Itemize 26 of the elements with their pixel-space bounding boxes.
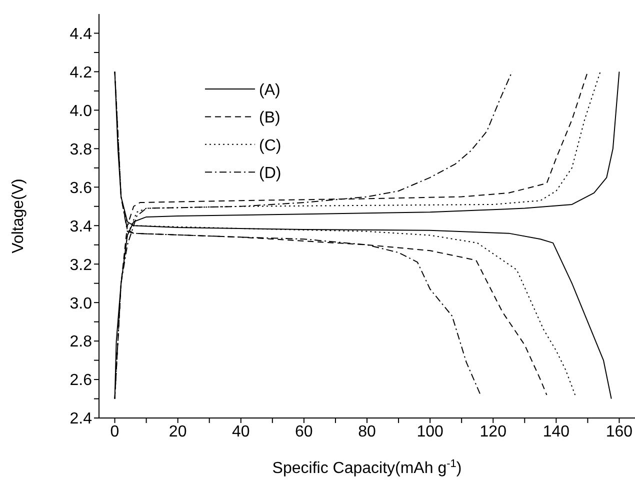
x-tick-label: 0 xyxy=(110,423,120,440)
y-tick-label: 3.6 xyxy=(70,180,92,197)
x-tick-label: 40 xyxy=(232,423,250,440)
y-axis-title: Voltage(V) xyxy=(10,178,27,254)
y-tick-label: 3.0 xyxy=(70,295,92,312)
y-tick-label: 2.8 xyxy=(70,334,92,351)
y-tick-label: 4.0 xyxy=(70,102,92,120)
y-tick-label: 3.4 xyxy=(70,218,92,236)
legend-label: (D) xyxy=(259,165,282,182)
y-tick-label: 4.4 xyxy=(70,26,92,43)
legend-label: (B) xyxy=(259,110,280,127)
x-axis-title: Specific Capacity(mAh g$^{-1}$) xyxy=(272,458,462,477)
y-tick-label: 4.2 xyxy=(70,64,92,82)
y-tick-label: 3.2 xyxy=(70,256,92,274)
y-tick-label: 2.6 xyxy=(70,372,92,390)
x-tick-label: 120 xyxy=(480,423,507,440)
legend-label: (A) xyxy=(259,82,280,99)
legend-label: (C) xyxy=(259,137,282,154)
y-tick-label: 2.4 xyxy=(70,410,92,428)
x-tick-label: 140 xyxy=(542,423,570,440)
x-tick-label: 20 xyxy=(168,423,187,440)
x-tick-label: 100 xyxy=(416,423,444,440)
y-tick-label: 3.8 xyxy=(70,141,92,158)
x-tick-label: 60 xyxy=(295,423,313,440)
x-tick-label: 80 xyxy=(358,423,376,440)
x-tick-label: 160 xyxy=(606,423,633,440)
